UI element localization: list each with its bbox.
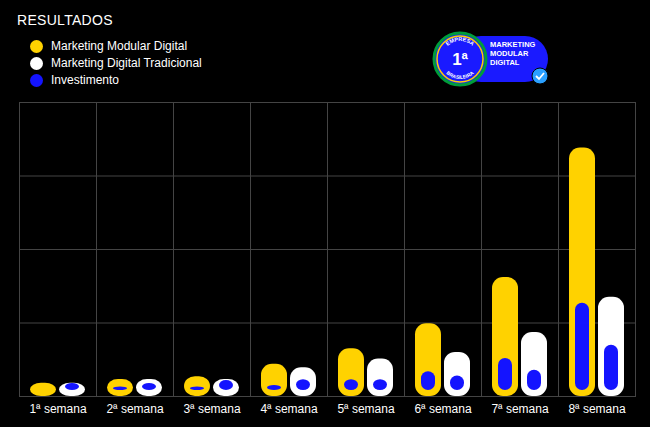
svg-text:BRASILEIRA: BRASILEIRA [445, 69, 474, 80]
html-text:Marketing Digital Tradicional: Marketing Digital Tradicional [51, 56, 202, 70]
html-text:Marketing Modular Digital: Marketing Modular Digital [51, 39, 188, 53]
svg-text:EMPRESA: EMPRESA [444, 36, 475, 47]
svg-text:1ª: 1ª [452, 50, 468, 69]
svg-text:5ª semana: 5ª semana [337, 402, 394, 416]
html-text:RESULTADOS: RESULTADOS [17, 12, 113, 28]
html-text:MARKETING MODULAR DIGITAL: MARKETING MODULAR DIGITAL [490, 40, 536, 67]
svg-text:1ª semana: 1ª semana [29, 402, 86, 416]
svg-text:3ª semana: 3ª semana [183, 402, 240, 416]
svg-text:4ª semana: 4ª semana [260, 402, 317, 416]
svg-text:7ª semana: 7ª semana [491, 402, 548, 416]
html-text:Investimento: Investimento [51, 73, 119, 87]
svg-text:2ª semana: 2ª semana [106, 402, 163, 416]
svg-text:6ª semana: 6ª semana [414, 402, 471, 416]
svg-text:8ª semana: 8ª semana [568, 402, 625, 416]
